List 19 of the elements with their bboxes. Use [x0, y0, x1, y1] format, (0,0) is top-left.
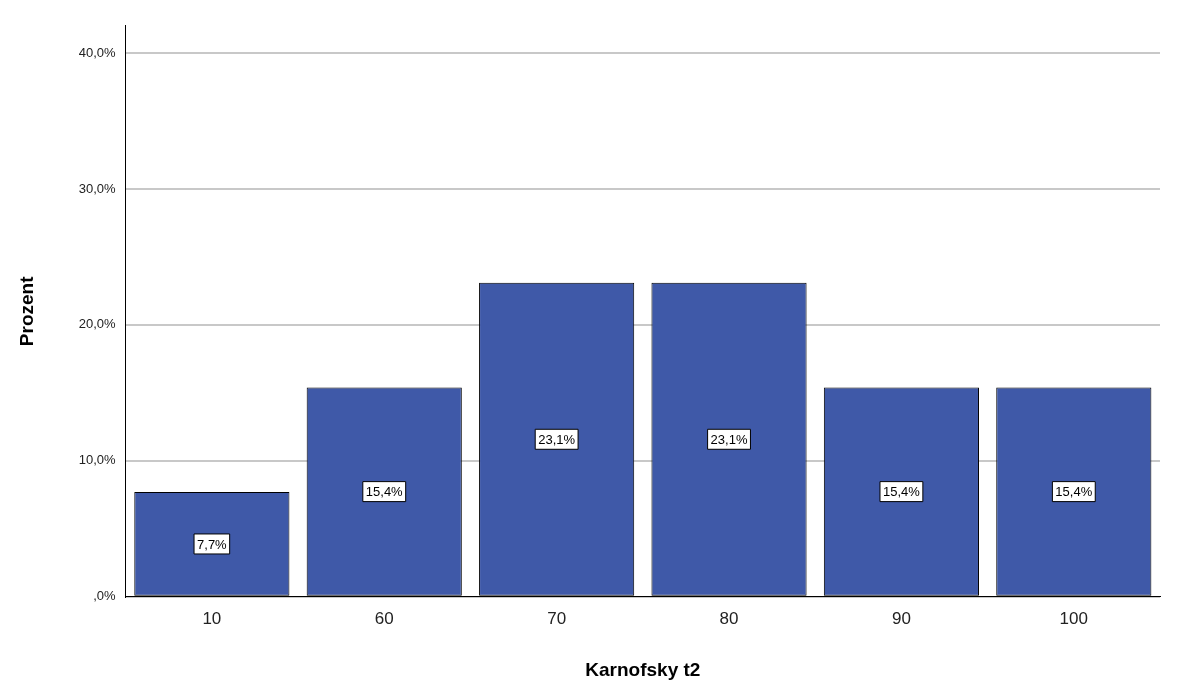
y-tick-label: 20,0% — [78, 316, 117, 332]
data-label: 15,4% — [882, 484, 921, 500]
data-label: 7,7% — [197, 536, 228, 552]
y-tick-label: 10,0% — [78, 452, 117, 468]
y-tick-label: ,0% — [93, 588, 117, 604]
y-tick-label: 30,0% — [78, 180, 117, 196]
x-tick-label: 60 — [374, 608, 394, 628]
x-tick-label: 10 — [202, 608, 222, 628]
y-axis-title: Prozent — [15, 275, 37, 347]
x-tick-label: 70 — [547, 608, 567, 628]
data-label: 15,4% — [1055, 484, 1093, 500]
data-label: 23,1% — [710, 431, 748, 447]
data-label: 15,4% — [365, 484, 404, 500]
x-tick-label: 80 — [719, 608, 739, 628]
x-tick-label: 90 — [891, 608, 911, 628]
data-label: 23,1% — [538, 431, 576, 447]
x-axis-title: Karnofsky t2 — [585, 658, 701, 680]
x-tick-label: 100 — [1059, 608, 1088, 628]
y-tick-label: 40,0% — [78, 44, 117, 60]
